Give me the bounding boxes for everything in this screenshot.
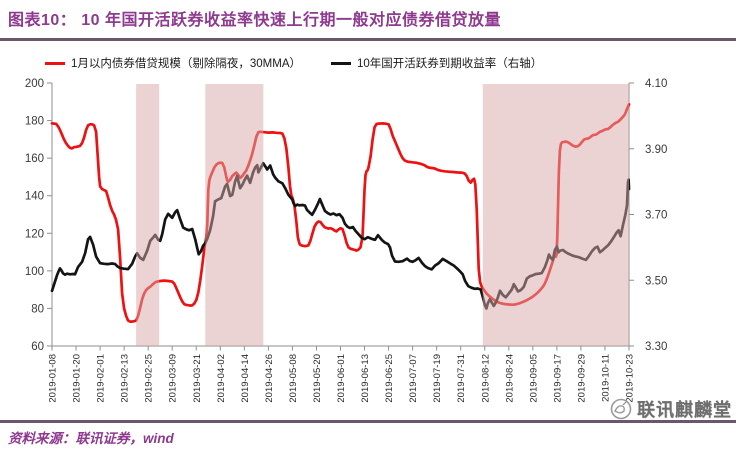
- x-axis-tick-label: 2019-06-13: [360, 354, 371, 403]
- x-axis-tick-label: 2019-10-23: [625, 354, 636, 403]
- x-axis-tick-label: 2019-03-21: [192, 354, 203, 403]
- x-axis-tick-label: 2019-09-17: [552, 354, 563, 403]
- source-note: 资料来源：联讯证券，wind: [8, 431, 174, 446]
- legend-item-borrow-scale: 1月以内债券借贷规模（剔除隔夜，30MMA）: [45, 55, 301, 71]
- x-axis-tick-label: 2019-09-29: [576, 354, 587, 403]
- left-axis-tick-label: 140: [25, 191, 44, 203]
- x-axis-tick-label: 2019-01-20: [72, 354, 83, 403]
- x-axis-tick-label: 2019-07-07: [408, 354, 419, 403]
- right-axis-tick-label: 4.10: [645, 78, 667, 90]
- figure-title: 图表10： 10 年国开活跃券收益率快速上行期一般对应债券借贷放量: [8, 12, 501, 29]
- right-axis-tick-label: 3.50: [645, 275, 667, 287]
- left-axis-tick-label: 200: [25, 78, 44, 90]
- title-rule: [0, 38, 736, 41]
- legend-swatch-black-line: [331, 61, 352, 65]
- highlight-band: [205, 84, 264, 346]
- left-axis-tick-label: 60: [31, 341, 44, 353]
- x-axis-tick-label: 2019-01-08: [48, 354, 59, 403]
- x-axis-tick-label: 2019-06-25: [384, 354, 395, 403]
- left-axis-tick-label: 80: [31, 303, 44, 315]
- x-axis-tick-label: 2019-10-11: [600, 354, 611, 402]
- left-axis-tick-label: 100: [25, 266, 44, 278]
- legend-item-cdb-yield: 10年国开活跃券到期收益率（右轴）: [331, 55, 542, 71]
- legend-swatch-red-line: [45, 61, 65, 65]
- right-axis-tick-label: 3.70: [645, 210, 667, 222]
- qilin-logo-icon: [610, 398, 632, 420]
- left-axis-tick-label: 180: [25, 116, 44, 128]
- highlight-band: [136, 84, 160, 346]
- footer-rule: [0, 420, 736, 423]
- x-axis-tick-label: 2019-09-05: [528, 354, 539, 403]
- x-axis-tick-label: 2019-02-25: [144, 354, 155, 403]
- x-axis-tick-label: 2019-05-08: [288, 354, 299, 403]
- x-axis-tick-label: 2019-04-26: [264, 354, 275, 403]
- x-axis-tick-label: 2019-04-02: [216, 354, 227, 403]
- brand-logo: 联讯麒麟堂: [610, 396, 732, 422]
- x-axis-tick-label: 2019-06-01: [336, 354, 347, 403]
- x-axis-tick-label: 2019-07-31: [456, 354, 467, 403]
- x-axis-tick-label: 2019-03-09: [168, 354, 179, 403]
- x-axis-tick-label: 2019-07-19: [432, 354, 443, 403]
- x-axis-tick-label: 2019-02-01: [96, 354, 107, 403]
- highlight-band: [482, 84, 629, 346]
- chart-legend: 1月以内债券借贷规模（剔除隔夜，30MMA） 10年国开活跃券到期收益率（右轴）: [45, 55, 542, 71]
- right-axis-tick-label: 3.30: [645, 341, 667, 353]
- x-axis-tick-label: 2019-08-24: [504, 354, 515, 403]
- right-axis-tick-label: 3.90: [645, 144, 667, 156]
- left-axis-tick-label: 160: [25, 153, 44, 165]
- legend-label-borrow-scale: 1月以内债券借贷规模（剔除隔夜，30MMA）: [71, 58, 302, 70]
- x-axis-tick-label: 2019-05-20: [312, 354, 323, 403]
- brand-logo-text: 联讯麒麟堂: [637, 400, 732, 420]
- x-axis-tick-label: 2019-02-13: [120, 354, 131, 403]
- x-axis-tick-label: 2019-04-14: [240, 354, 251, 403]
- x-axis-tick-label: 2019-08-12: [480, 354, 491, 403]
- left-axis-tick-label: 120: [25, 228, 44, 240]
- legend-label-cdb-yield: 10年国开活跃券到期收益率（右轴）: [357, 58, 543, 70]
